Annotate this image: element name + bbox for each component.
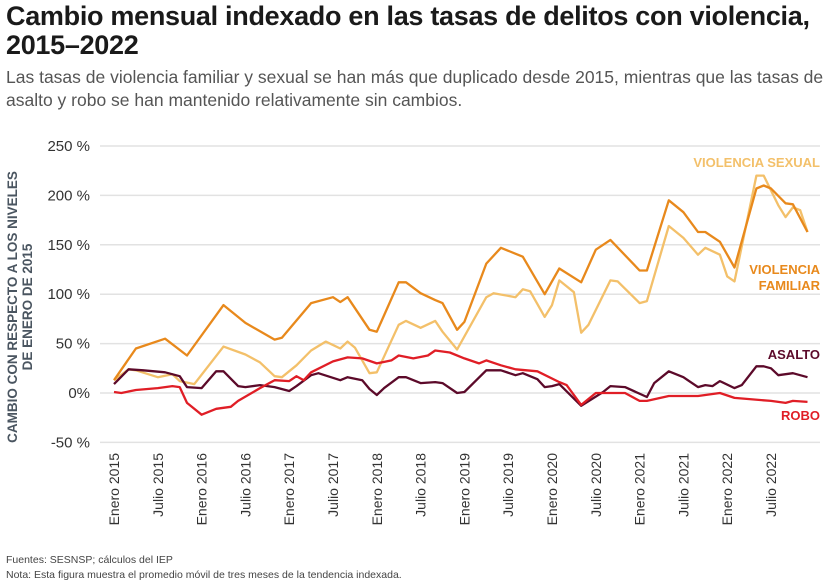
y-tick-labels: -50 % 0% 50 % 100 % 150 % 200 % 250 % [47,138,90,451]
series-lines [113,174,809,416]
x-tick-label: Julio 2018 [413,453,429,517]
x-tick-label: Julio 2020 [588,453,604,517]
series-label: ASALTO [768,347,820,362]
x-tick-label: Enero 2018 [369,453,385,526]
footer-sources: Fuentes: SESNSP; cálculos del IEP [6,554,173,566]
y-tick-label: -50 % [51,434,90,451]
x-tick-label: Enero 2017 [281,453,297,526]
series-line-violencia-sexual [113,174,809,386]
x-tick-label: Enero 2016 [194,453,210,526]
footer-note: Nota: Esta figura muestra el promedio mó… [6,569,402,581]
x-tick-label: Julio 2019 [500,453,516,517]
series-label: VIOLENCIA SEXUAL [693,155,820,170]
x-tick-label: Julio 2017 [325,453,341,517]
series-line-asalto [113,365,808,407]
x-tick-label: Enero 2019 [456,453,472,526]
chart-subtitle: Las tasas de violencia familiar y sexual… [6,67,824,110]
x-tick-label: Julio 2015 [150,453,166,517]
series-labels: VIOLENCIA SEXUAL VIOLENCIA FAMILIAR ASALTO R… [693,155,820,423]
series-line-robo [113,349,808,416]
series-label: ROBO [781,408,820,423]
x-tick-label: Julio 2021 [675,453,691,517]
x-tick-label: Julio 2016 [237,453,253,517]
x-tick-labels: Enero 2015 Julio 2015 Enero 2016 Julio 2016… [106,453,779,526]
series-label: VIOLENCIA FAMILIAR [749,262,820,293]
y-tick-label: 150 % [47,237,90,254]
x-tick-label: Julio 2022 [763,453,779,517]
y-tick-label: 200 % [47,187,90,204]
y-tick-label: 50 % [56,336,90,353]
x-tick-label: Enero 2020 [544,453,560,526]
chart-title: Cambio mensual indexado en las tasas de … [6,1,810,60]
y-tick-label: 100 % [47,286,90,303]
y-tick-label: 0% [68,385,90,402]
gridlines [100,145,820,444]
x-tick-label: Enero 2022 [719,453,735,526]
y-tick-label: 250 % [47,138,90,155]
series-line-violencia-familiar [113,184,809,381]
x-tick-label: Enero 2021 [632,453,648,526]
x-tick-label: Enero 2015 [106,453,122,526]
